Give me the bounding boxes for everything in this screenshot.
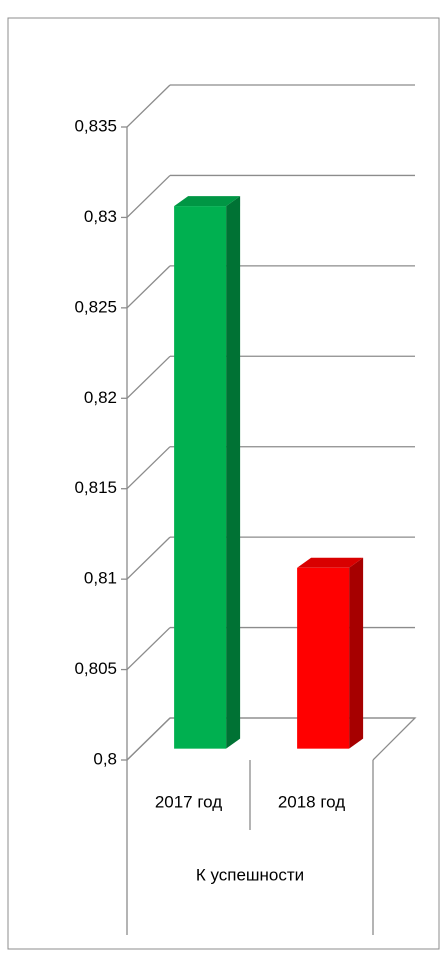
y-tick-label: 0,82 — [84, 388, 117, 407]
y-tick-label: 0,835 — [74, 116, 117, 135]
y-tick-label: 0,805 — [74, 659, 117, 678]
bar-top — [297, 557, 364, 568]
grid-line — [126, 446, 171, 490]
group-label: К успешности — [196, 865, 304, 884]
x-tick-label: 2017 год — [155, 792, 222, 811]
grid-line — [126, 265, 171, 309]
grid-line — [126, 355, 171, 399]
floor — [126, 717, 417, 761]
y-tick-label: 0,8 — [93, 749, 117, 768]
y-tick-label: 0,81 — [84, 569, 117, 588]
bar-top — [174, 196, 241, 207]
bar-side — [349, 557, 364, 749]
chart-frame — [7, 17, 440, 950]
grid-line — [126, 84, 171, 128]
y-tick-label: 0,815 — [74, 478, 117, 497]
grid-line — [126, 536, 171, 580]
y-tick-label: 0,83 — [84, 207, 117, 226]
bar — [174, 206, 227, 749]
x-tick-label: 2018 год — [278, 792, 345, 811]
bar — [297, 567, 350, 749]
grid-line — [126, 174, 171, 218]
bar-side — [226, 196, 241, 749]
grid-line — [126, 717, 171, 761]
grid-line — [126, 627, 171, 671]
y-tick-label: 0,825 — [74, 297, 117, 316]
